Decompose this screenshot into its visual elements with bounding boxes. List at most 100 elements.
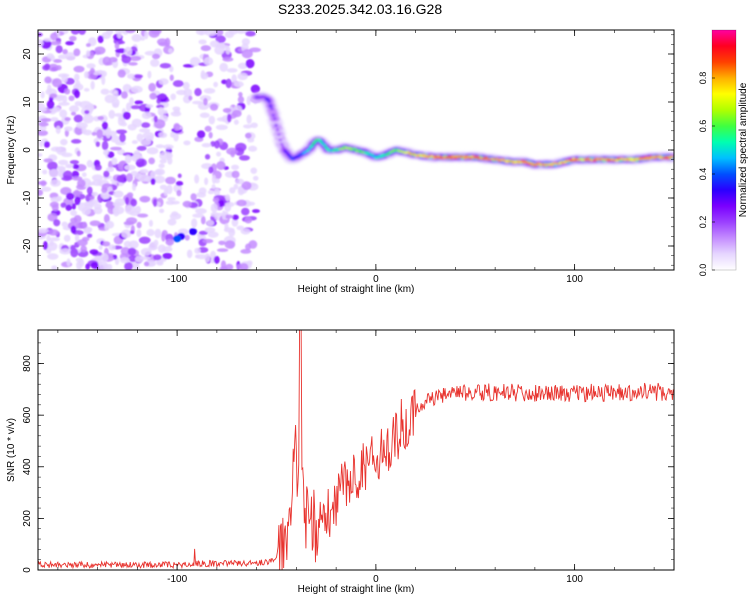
- heatmap-noise-blob: [238, 91, 243, 97]
- heatmap-noise-blob: [127, 247, 137, 256]
- heatmap-noise-blob: [119, 133, 126, 143]
- heatmap-noise-blob: [70, 248, 79, 258]
- heatmap-noise-blob: [128, 61, 138, 66]
- heatmap-noise-blob: [231, 170, 240, 179]
- heatmap-noise-blob: [158, 111, 164, 116]
- heatmap-noise-blob: [210, 203, 218, 213]
- heatmap-ridge-point: [449, 156, 454, 160]
- heatmap-noise-blob: [226, 147, 239, 155]
- heatmap-noise-blob: [85, 50, 91, 57]
- heatmap-noise-blob: [103, 170, 110, 178]
- heatmap-noise-blob: [162, 252, 173, 260]
- heatmap-noise-blob: [47, 213, 58, 222]
- snr-line-chart: -100 0 100 0 200 400 600 800: [22, 329, 675, 585]
- heatmap-noise-blob: [68, 95, 75, 101]
- heatmap-noise-blob: [171, 211, 179, 217]
- heatmap-noise-blob: [114, 42, 120, 50]
- heatmap-noise-blob: [125, 196, 130, 205]
- heatmap-noise-blob: [233, 119, 239, 125]
- heatmap-noise-blob: [235, 30, 247, 34]
- heatmap-noise-blob: [159, 62, 172, 69]
- heatmap-noise-blob: [115, 129, 128, 134]
- heatmap-noise-blob: [159, 159, 167, 164]
- heatmap-ridge-point: [271, 114, 276, 117]
- heatmap-noise-blob: [48, 168, 60, 178]
- heatmap-noise-blob: [121, 91, 128, 99]
- heatmap-noise-blob: [225, 263, 234, 270]
- heatmap-noise-blob: [41, 186, 52, 192]
- heatmap-noise-blob: [101, 186, 108, 194]
- heatmap-noise-blob: [84, 110, 90, 115]
- heatmap-noise-blob: [203, 56, 214, 66]
- heatmap-noise-blob: [48, 63, 59, 72]
- heatmap-noise-blob: [123, 220, 135, 226]
- y-tick-label: 0: [22, 567, 33, 573]
- heatmap-noise-blob: [233, 81, 244, 88]
- heatmap-noise-blob: [66, 192, 75, 200]
- heatmap-ridge-point: [380, 155, 384, 158]
- heatmap-noise-blob: [125, 102, 132, 112]
- heatmap-noise-blob: [69, 159, 80, 165]
- heatmap-noise-blob: [138, 236, 151, 244]
- heatmap-noise-blob: [59, 109, 68, 118]
- heatmap-noise-blob: [236, 264, 243, 270]
- heatmap-noise-blob: [111, 157, 118, 165]
- heatmap-noise-blob: [200, 216, 206, 225]
- heatmap-ridge-point: [265, 97, 270, 101]
- heatmap-ridge-point: [348, 146, 352, 150]
- heatmap-noise-blob: [53, 59, 63, 63]
- heatmap-noise-blob: [131, 34, 142, 42]
- heatmap-noise-blob: [232, 109, 242, 118]
- heatmap-ridge-point: [463, 156, 468, 160]
- heatmap-noise-blob: [81, 172, 87, 178]
- heatmap-noise-blob: [43, 240, 48, 250]
- heatmap-noise-blob: [50, 146, 62, 152]
- heatmap-noise-blob: [84, 71, 89, 79]
- heatmap-noise-blob: [189, 56, 201, 67]
- heatmap-noise-blob: [192, 100, 204, 105]
- heatmap-noise-blob: [124, 262, 133, 270]
- heatmap-noise-blob: [143, 261, 150, 267]
- heatmap-noise-blob: [227, 113, 232, 123]
- heatmap-noise-blob: [94, 255, 103, 262]
- heatmap-noise-blob: [224, 30, 235, 39]
- y-tick-label: -10: [22, 190, 33, 205]
- heatmap-noise-blob: [44, 63, 51, 70]
- heatmap-noise-blob: [127, 123, 137, 131]
- heatmap-noise-blob: [71, 203, 76, 210]
- heatmap-noise-blob: [46, 84, 52, 94]
- heatmap-noise-blob: [246, 260, 253, 266]
- heatmap-noise-blob: [154, 168, 165, 176]
- heatmap-noise-blob: [183, 140, 191, 146]
- heatmap-ridge-point: [313, 140, 317, 143]
- heatmap-noise-blob: [64, 117, 71, 122]
- heatmap-noise-blob: [53, 219, 61, 227]
- heatmap-noise-blob: [136, 133, 144, 142]
- snr-x-axis-label: Height of straight line (km): [298, 584, 415, 595]
- heatmap-noise-blob: [237, 72, 248, 81]
- heatmap-noise-blob: [135, 158, 147, 167]
- heatmap-noise-blob: [133, 150, 141, 160]
- heatmap-noise-blob: [89, 67, 95, 75]
- heatmap-noise-blob: [44, 76, 52, 84]
- heatmap-y-axis-label: Frequency (Hz): [6, 116, 17, 185]
- heatmap-noise-blob: [250, 122, 258, 129]
- heatmap-noise-blob: [38, 228, 49, 234]
- heatmap-noise-blob: [141, 111, 152, 120]
- snr-series-line: [38, 330, 674, 570]
- heatmap-noise-blob: [62, 170, 73, 180]
- heatmap-noise-blob: [113, 190, 124, 198]
- heatmap-noise-blob: [149, 92, 157, 100]
- heatmap-noise-blob: [70, 111, 77, 116]
- colorbar-tick-label: 0.6: [698, 120, 708, 133]
- heatmap-noise-blob: [204, 154, 211, 160]
- y-tick-label: 20: [22, 48, 33, 60]
- heatmap-noise-blob: [43, 141, 50, 148]
- heatmap-noise-blob: [240, 249, 252, 254]
- heatmap-noise-blob: [49, 240, 54, 246]
- heatmap-noise-blob: [155, 144, 165, 149]
- heatmap-ridge-point: [615, 159, 619, 162]
- heatmap-noise-blob: [80, 245, 87, 253]
- heatmap-noise-blob: [62, 48, 68, 55]
